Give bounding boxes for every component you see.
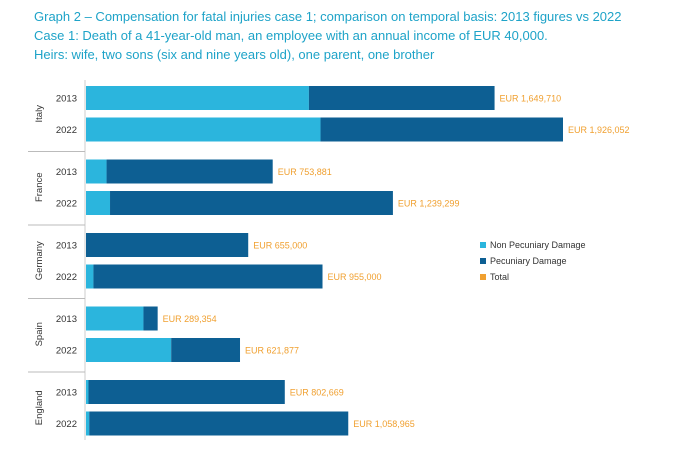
bar-non-pecuniary xyxy=(86,411,90,436)
bar-non-pecuniary xyxy=(86,86,309,110)
total-label: EUR 655,000 xyxy=(253,241,307,251)
bar-pecuniary xyxy=(171,338,241,362)
year-label: 2013 xyxy=(56,241,77,252)
year-label: 2013 xyxy=(56,314,77,325)
chart-subtitle-case: Case 1: Death of a 41-year-old man, an e… xyxy=(34,28,548,43)
total-label: EUR 1,058,965 xyxy=(353,419,415,429)
year-label: 2022 xyxy=(56,419,77,430)
total-label: EUR 753,881 xyxy=(278,167,332,177)
bar-non-pecuniary xyxy=(86,159,107,184)
country-label: Italy xyxy=(34,105,45,123)
chart-legend: Non Pecuniary Damage Pecuniary Damage Tota… xyxy=(480,240,586,282)
total-label: EUR 1,926,052 xyxy=(568,125,630,135)
bar-pecuniary xyxy=(86,233,249,257)
year-label: 2022 xyxy=(56,272,77,283)
chart-subtitle-heirs: Heirs: wife, two sons (six and nine year… xyxy=(34,47,435,62)
bar-non-pecuniary xyxy=(86,306,144,331)
legend-label: Total xyxy=(490,272,509,282)
country-label: England xyxy=(34,390,45,425)
total-label: EUR 955,000 xyxy=(328,272,382,282)
total-label: EUR 621,877 xyxy=(245,346,299,356)
bar-pecuniary xyxy=(93,264,323,289)
total-label: EUR 802,669 xyxy=(290,388,344,398)
bar-pecuniary xyxy=(110,191,393,215)
legend-swatch xyxy=(480,242,486,248)
year-label: 2022 xyxy=(56,199,77,210)
legend-swatch xyxy=(480,258,486,264)
bar-non-pecuniary xyxy=(86,191,111,215)
bar-non-pecuniary xyxy=(86,264,94,289)
total-label: EUR 289,354 xyxy=(163,314,217,324)
bar-pecuniary xyxy=(106,159,273,184)
legend-label: Pecuniary Damage xyxy=(490,256,567,266)
bar-pecuniary xyxy=(89,411,349,436)
legend-label: Non Pecuniary Damage xyxy=(490,240,586,250)
bar-non-pecuniary xyxy=(86,380,89,404)
bar-pecuniary xyxy=(320,117,563,142)
total-label: EUR 1,649,710 xyxy=(500,94,562,104)
bar-pecuniary xyxy=(308,86,495,110)
chart-title: Graph 2 – Compensation for fatal injurie… xyxy=(34,9,622,24)
country-label: Spain xyxy=(34,322,45,346)
year-label: 2022 xyxy=(56,125,77,136)
year-label: 2013 xyxy=(56,388,77,399)
year-label: 2013 xyxy=(56,94,77,105)
bar-non-pecuniary xyxy=(86,338,172,362)
country-label: France xyxy=(34,172,45,202)
bar-pecuniary xyxy=(88,380,285,404)
bar-pecuniary xyxy=(143,306,158,331)
total-label: EUR 1,239,299 xyxy=(398,199,460,209)
year-label: 2022 xyxy=(56,346,77,357)
legend-swatch xyxy=(480,274,486,280)
country-label: Germany xyxy=(34,241,45,280)
year-label: 2013 xyxy=(56,167,77,178)
bar-non-pecuniary xyxy=(86,117,321,142)
